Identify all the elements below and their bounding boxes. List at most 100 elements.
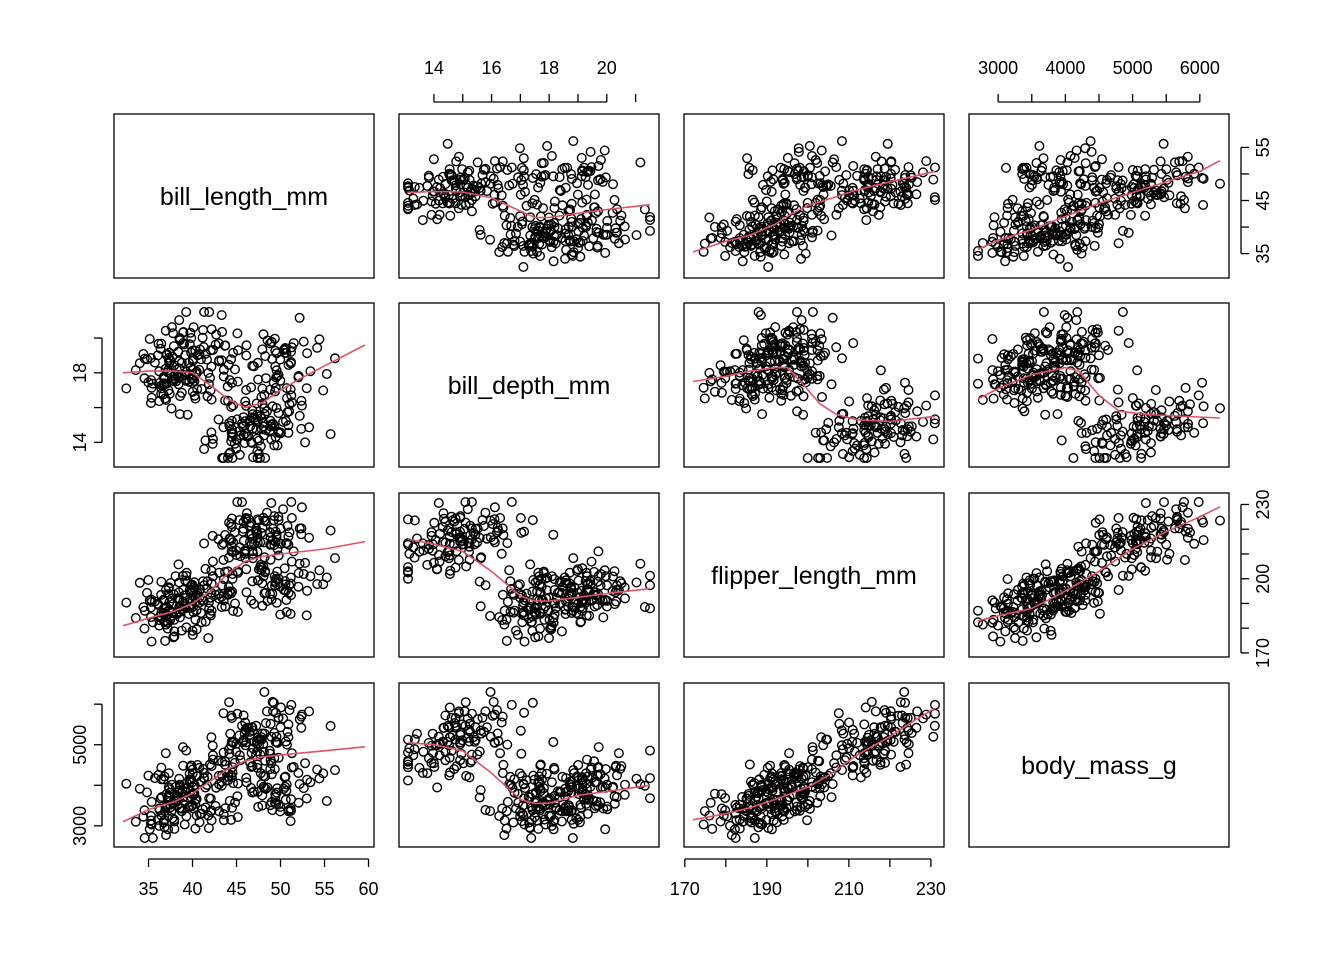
data-point <box>1075 384 1086 395</box>
data-point <box>635 779 646 790</box>
data-point <box>875 365 886 376</box>
lowess-smoother-line <box>122 540 366 627</box>
data-point <box>191 624 202 635</box>
data-point <box>802 197 813 208</box>
data-point <box>583 179 594 190</box>
data-point <box>854 449 865 460</box>
data-point <box>444 569 455 580</box>
data-point <box>527 515 538 526</box>
data-point <box>784 238 795 249</box>
data-point <box>458 758 469 769</box>
data-point <box>433 738 444 749</box>
data-point <box>1055 154 1066 165</box>
data-point <box>765 335 776 346</box>
data-point <box>474 224 485 235</box>
data-point <box>253 374 264 385</box>
data-point <box>146 815 157 826</box>
data-point <box>810 767 821 778</box>
data-point <box>502 739 513 750</box>
data-point <box>286 699 297 710</box>
data-point <box>798 325 809 336</box>
data-point <box>460 199 471 210</box>
data-point <box>912 177 923 188</box>
data-point <box>720 250 731 261</box>
data-point <box>998 389 1009 400</box>
data-point <box>266 337 277 348</box>
data-point <box>535 783 546 794</box>
data-point <box>199 444 210 455</box>
data-point <box>573 242 584 253</box>
tick-label: 170 <box>670 879 700 899</box>
data-point <box>260 567 271 578</box>
data-point <box>275 427 286 438</box>
data-point <box>897 430 908 441</box>
data-point <box>282 538 293 549</box>
data-point <box>273 712 284 723</box>
data-point <box>236 418 247 429</box>
data-point <box>791 326 802 337</box>
data-point <box>514 143 525 154</box>
panel-frame <box>113 492 375 658</box>
data-point <box>716 228 727 239</box>
data-point <box>804 140 815 151</box>
data-point <box>235 755 246 766</box>
data-point <box>1038 307 1049 318</box>
data-point <box>540 799 551 810</box>
data-point <box>446 745 457 756</box>
data-point <box>146 382 157 393</box>
data-point <box>1080 221 1091 232</box>
data-point <box>973 617 984 628</box>
data-point <box>226 354 237 365</box>
data-point <box>205 793 216 804</box>
data-point <box>181 307 192 318</box>
data-point <box>837 449 848 460</box>
data-point <box>160 585 171 596</box>
data-point <box>755 310 766 321</box>
data-point <box>595 154 606 165</box>
data-point <box>731 348 742 359</box>
data-point <box>520 595 531 606</box>
data-point <box>973 353 984 364</box>
data-point <box>204 759 215 770</box>
data-point <box>516 608 527 619</box>
data-point <box>158 817 169 828</box>
data-point <box>218 453 229 464</box>
data-point <box>518 153 529 164</box>
data-point <box>791 769 802 780</box>
data-point <box>246 762 257 773</box>
data-point <box>187 377 198 388</box>
data-point <box>1080 215 1091 226</box>
data-point <box>1136 515 1147 526</box>
data-point <box>866 696 877 707</box>
data-point <box>434 209 445 220</box>
data-point <box>414 762 425 773</box>
data-point <box>1002 598 1013 609</box>
data-point <box>544 810 555 821</box>
data-point <box>886 157 897 168</box>
data-point <box>1110 449 1121 460</box>
data-point <box>232 328 243 339</box>
data-point <box>1176 430 1187 441</box>
panel-frame <box>968 113 1230 279</box>
data-point <box>911 431 922 442</box>
data-point <box>871 421 882 432</box>
data-point <box>798 212 809 223</box>
data-point <box>207 740 218 751</box>
data-point <box>232 606 243 617</box>
data-point <box>778 389 789 400</box>
data-point <box>444 198 455 209</box>
data-point <box>560 787 571 798</box>
data-point <box>282 726 293 737</box>
data-point <box>241 508 252 519</box>
tick-label: 20 <box>597 58 617 78</box>
data-point <box>1148 415 1159 426</box>
data-point <box>815 453 826 464</box>
data-point <box>815 328 826 339</box>
data-point <box>218 555 229 566</box>
data-point <box>847 416 858 427</box>
panel-flipper_length_mm-vs-bill_depth_mm <box>398 492 660 658</box>
panel-frame <box>968 302 1230 468</box>
data-point <box>298 569 309 580</box>
data-point <box>848 338 859 349</box>
data-point <box>798 166 809 177</box>
